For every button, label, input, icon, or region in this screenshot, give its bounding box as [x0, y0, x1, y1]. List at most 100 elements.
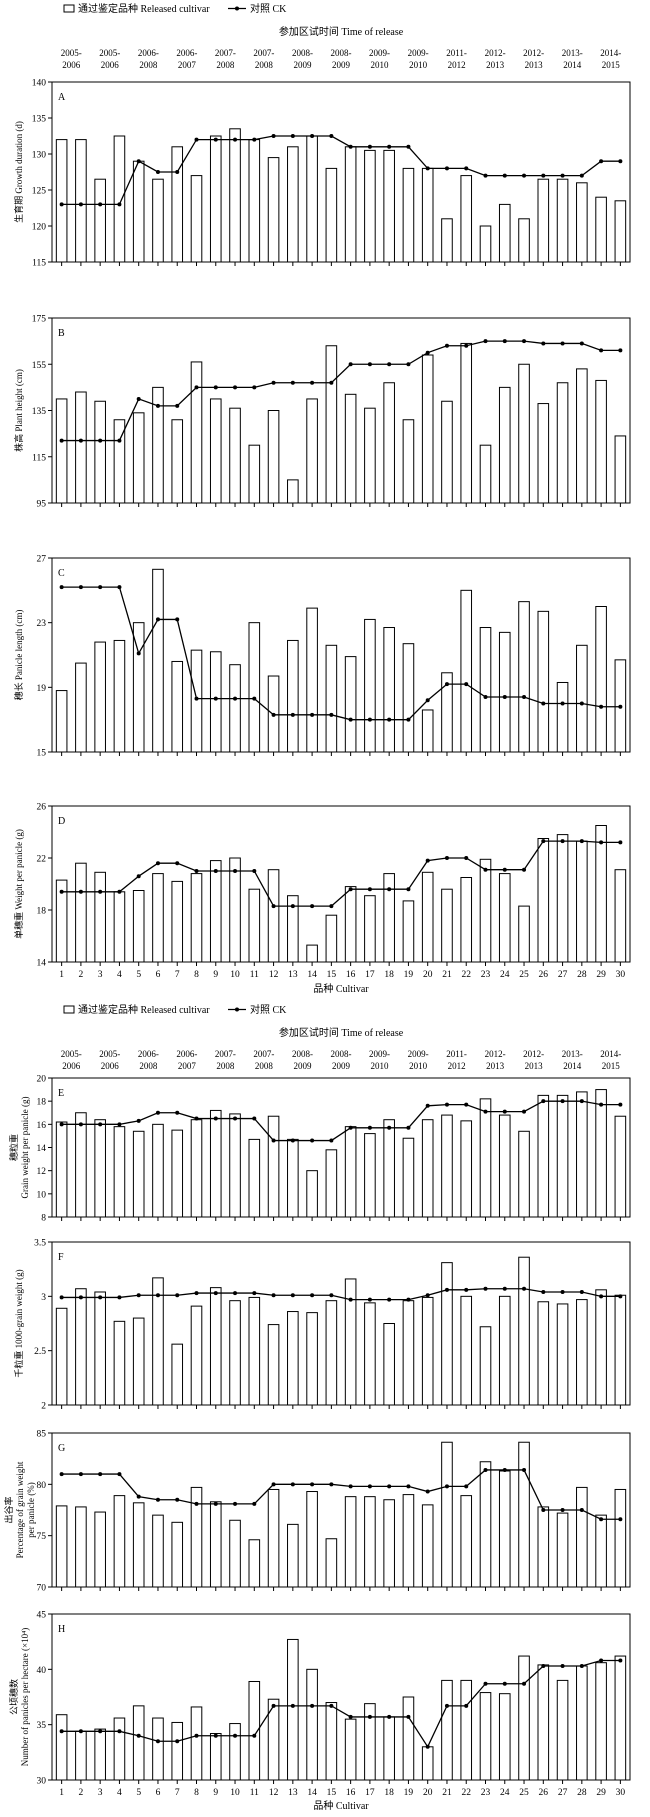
bar — [537, 1094, 550, 1218]
bar — [383, 627, 395, 753]
bar — [152, 178, 164, 263]
x-tick-label: 25 — [519, 970, 529, 980]
release-period-start: 2013- — [562, 48, 583, 58]
bar — [556, 178, 569, 263]
bar — [113, 419, 126, 504]
ck-point — [387, 717, 392, 722]
bar — [576, 1091, 588, 1218]
x-tick-label: 22 — [461, 970, 471, 980]
x-tick-label: 11 — [250, 1788, 259, 1798]
release-periods-bottom: 2005- 2006 2005- 2006 2006- 2008 2006- 2007 2007… — [61, 1049, 621, 1071]
release-period-end: 2015 — [602, 60, 621, 70]
bar — [383, 382, 395, 504]
release-period-end: 2010 — [409, 60, 428, 70]
bar — [421, 1119, 434, 1218]
bar — [595, 196, 607, 263]
x-tick-label: 5 — [136, 1788, 141, 1798]
bar — [209, 651, 222, 753]
ck-point — [599, 159, 604, 164]
x-tick-label: 7 — [175, 1788, 180, 1798]
bar — [344, 146, 357, 263]
ck-point — [560, 701, 565, 706]
y-tick-label: 80 — [37, 1481, 47, 1491]
ck-point — [464, 1287, 469, 1292]
ck-point — [290, 380, 295, 385]
ck-point — [233, 1116, 238, 1121]
bar — [556, 1303, 569, 1406]
ck-point — [290, 1703, 295, 1708]
bar — [75, 1730, 87, 1781]
ck-point — [464, 166, 469, 171]
bar — [209, 1109, 222, 1218]
ck-point — [425, 1103, 430, 1108]
bar — [364, 1703, 376, 1781]
y-tick-label: 125 — [32, 187, 47, 197]
x-tick-label: 27 — [558, 970, 568, 980]
ck-point — [387, 1484, 392, 1489]
ck-point — [59, 1122, 64, 1127]
bar — [460, 1120, 473, 1218]
x-tick-label: 26 — [539, 970, 549, 980]
y-tick-label: 18 — [37, 1098, 47, 1108]
ck-point — [98, 1472, 103, 1477]
bar — [113, 1320, 126, 1406]
ck-point — [522, 867, 527, 872]
bar — [287, 1638, 299, 1781]
bar — [113, 639, 126, 753]
x-tick-label: 21 — [442, 970, 452, 980]
release-period-start: 2014- — [600, 48, 621, 58]
ck-point — [290, 1138, 295, 1143]
bar — [383, 1119, 395, 1218]
bar — [209, 135, 222, 263]
x-tick-label: 17 — [365, 970, 375, 980]
ck-point — [618, 159, 623, 164]
release-period-start: 2008- — [331, 1049, 352, 1059]
ck-point — [579, 341, 584, 346]
bar — [267, 157, 280, 263]
release-period-end: 2015 — [602, 1061, 621, 1071]
bar — [595, 825, 607, 963]
bar — [460, 589, 473, 753]
y-axis-label: 株高 Plant height (cm) — [13, 369, 24, 452]
x-tick-label: 25 — [519, 1788, 529, 1798]
y-tick-label: 19 — [37, 684, 47, 694]
y-axis-label: 单穗重 Weight per panicle (g) — [13, 829, 24, 939]
ck-point — [464, 1484, 469, 1489]
panel-letter: G — [58, 1443, 65, 1454]
panel-letter: C — [58, 568, 65, 579]
ck-point — [136, 651, 141, 656]
bar — [556, 1679, 569, 1781]
bar — [576, 1486, 588, 1588]
bar — [441, 1679, 453, 1781]
bar — [132, 160, 145, 263]
panel-f: 2 2.5 3 3.5 F 千粒重 1000-grain weight (g) — [13, 1239, 631, 1412]
bar — [479, 627, 492, 753]
ck-point — [271, 712, 276, 717]
ck-point — [464, 343, 469, 348]
bar — [614, 1488, 627, 1588]
bar — [248, 444, 261, 504]
x-tick-label: 30 — [616, 1788, 626, 1798]
ck-point — [406, 717, 411, 722]
y-axis-label: 公顷穗数 — [8, 1679, 19, 1715]
bar — [498, 386, 511, 504]
bar — [94, 178, 106, 263]
bar — [364, 407, 376, 504]
ck-point — [290, 904, 295, 909]
ck-point — [155, 170, 160, 174]
ck-point — [483, 339, 488, 344]
ck-point — [194, 137, 199, 142]
bar — [421, 1296, 434, 1406]
bar — [229, 407, 241, 504]
ck-point — [329, 904, 334, 909]
bar — [171, 1129, 184, 1218]
x-tick-label: 14 — [307, 1788, 317, 1798]
release-period-start: 2009- — [408, 1049, 429, 1059]
ck-point — [271, 1482, 276, 1487]
x-tick-label: 3 — [98, 1788, 103, 1798]
ck-point — [464, 856, 469, 860]
ck-point — [579, 173, 584, 178]
bar — [614, 435, 627, 504]
ck-point — [329, 712, 334, 717]
